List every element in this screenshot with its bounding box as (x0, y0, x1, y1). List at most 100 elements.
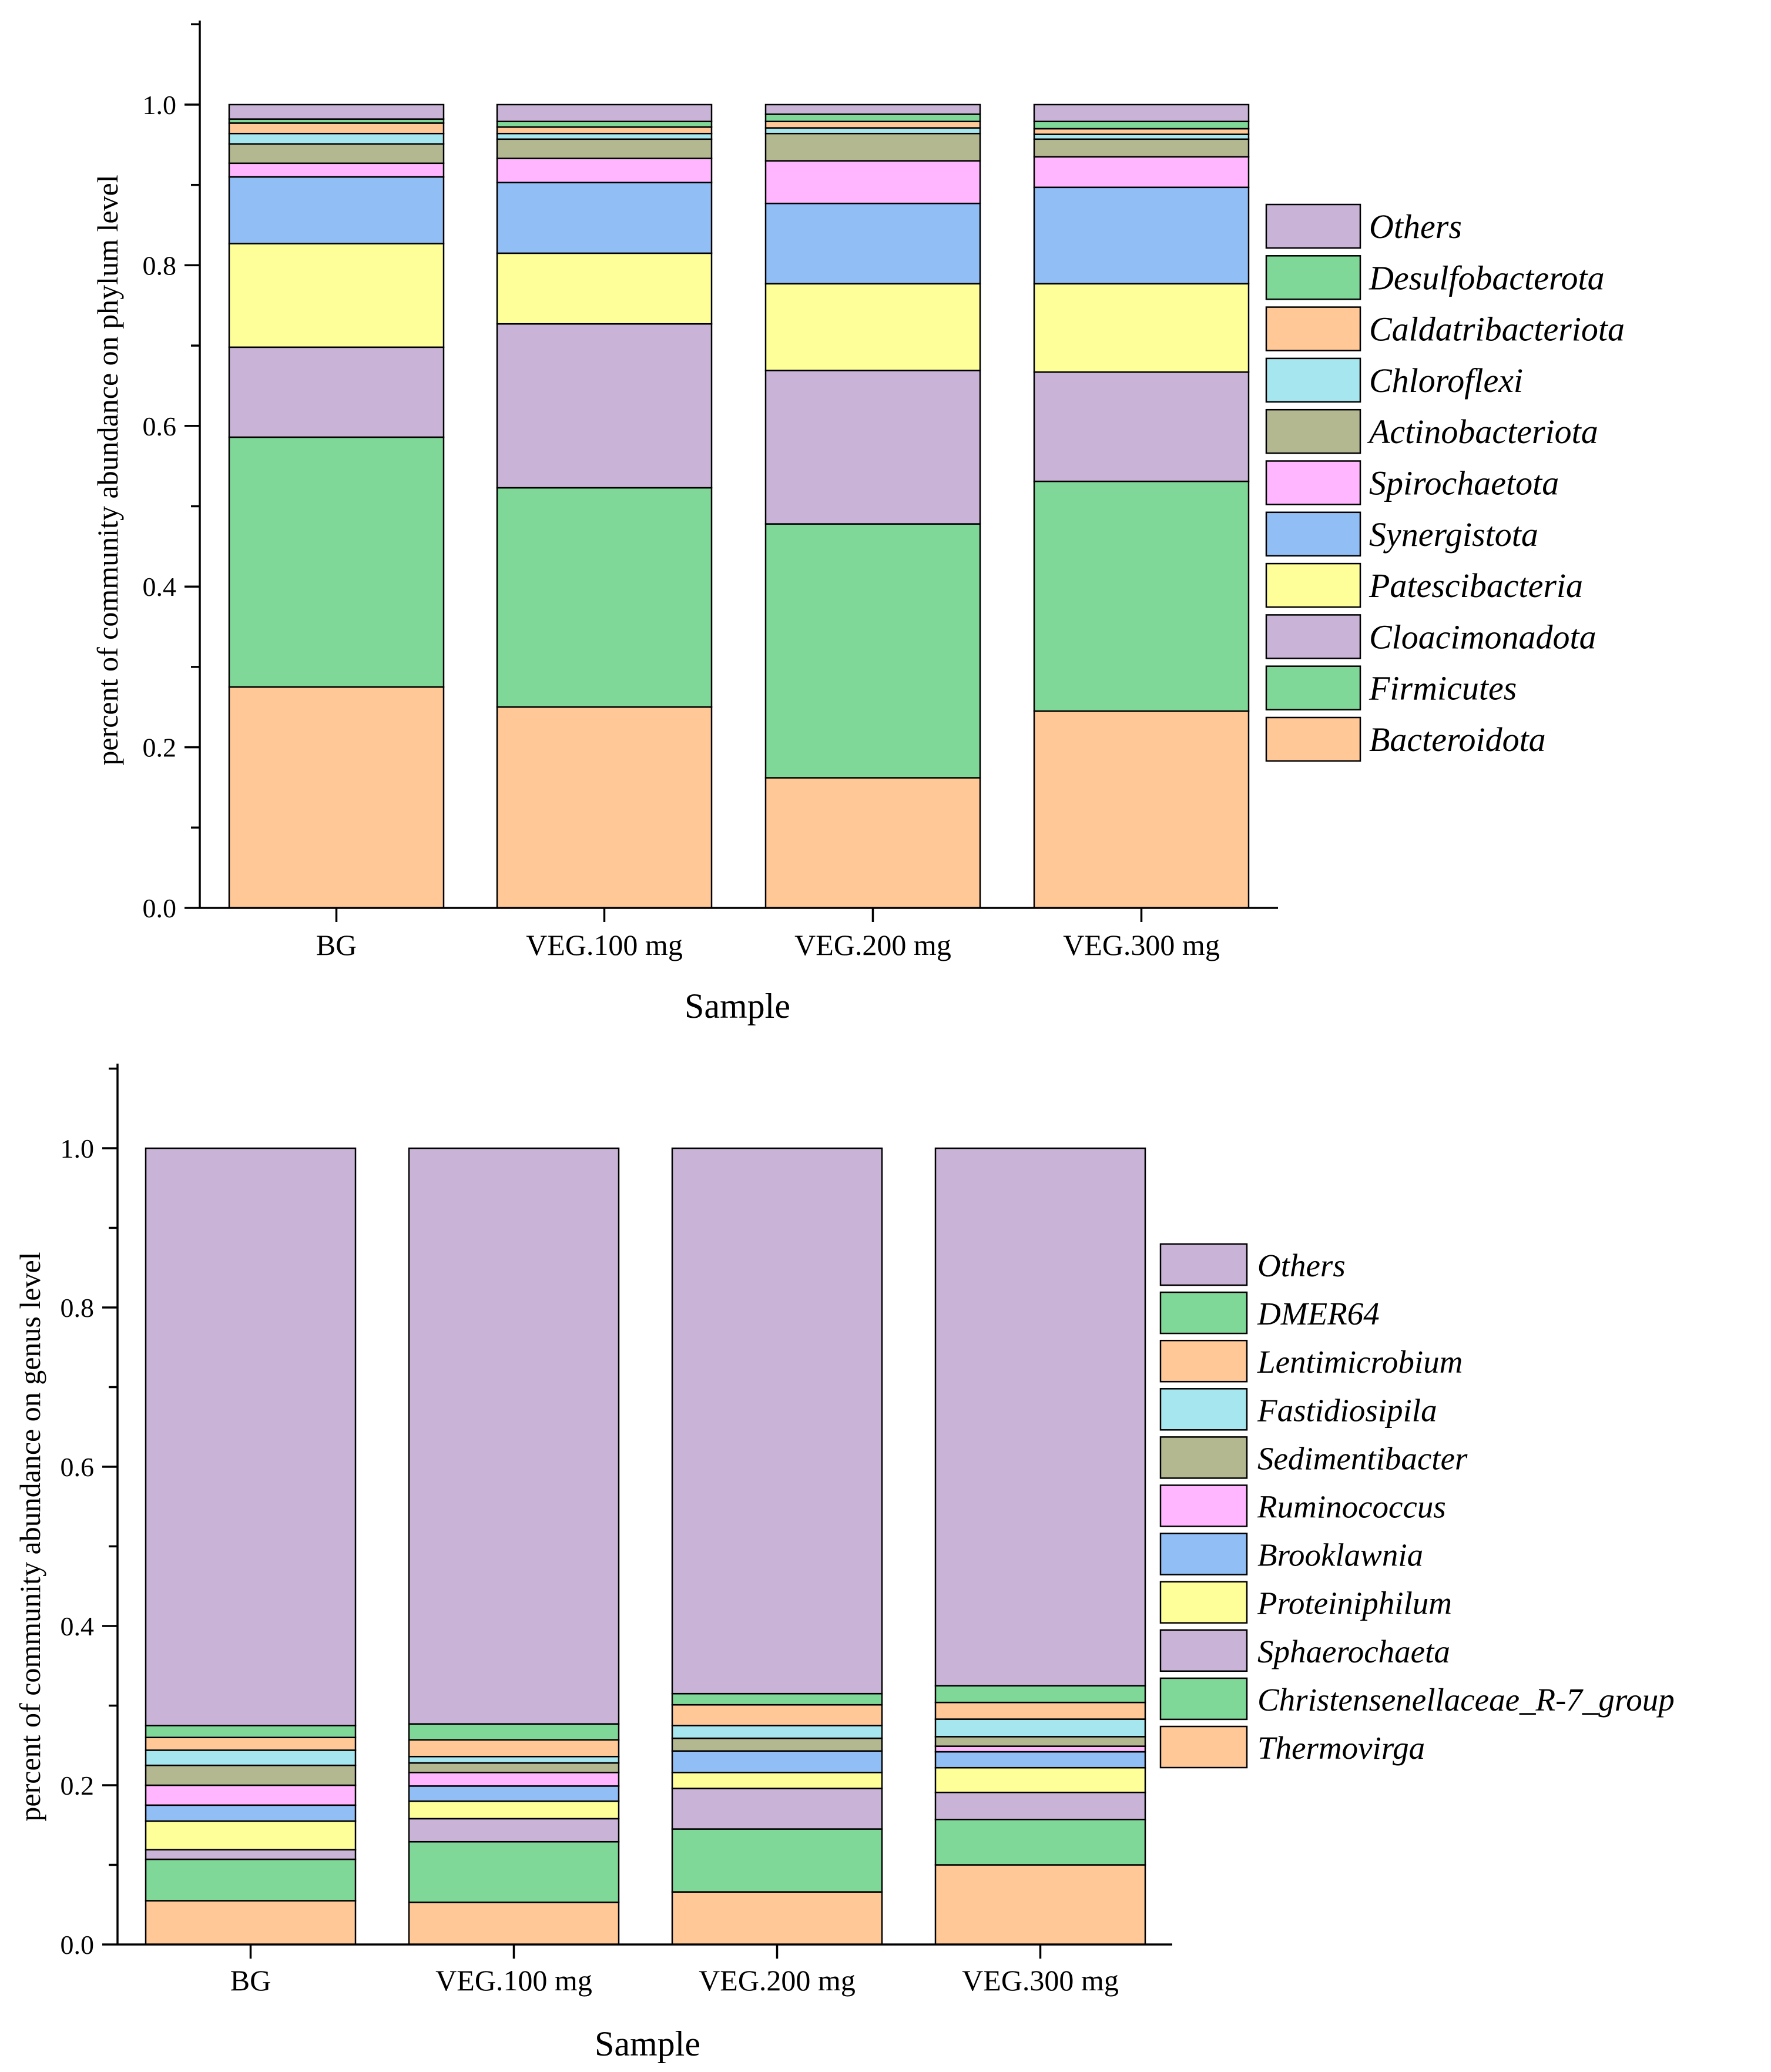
phylum-legend-swatch (1265, 408, 1361, 454)
phylum-legend-swatch (1265, 255, 1361, 300)
phylum-bar-veg-200-mg-actinobacteriota (764, 132, 981, 162)
phylum-x-tick-label-veg-100-mg: VEG.100 mg (526, 928, 683, 961)
genus-legend-swatch (1159, 1629, 1248, 1672)
phylum-x-tick-label-veg-300-mg: VEG.300 mg (1063, 928, 1220, 961)
genus-bar-bg-sphaerochaeta (145, 1849, 357, 1860)
phylum-legend-item-spirochaetota: Spirochaetota (1265, 460, 1559, 505)
genus-bar-veg-300-mg-brooklawnia (934, 1751, 1146, 1769)
phylum-legend-swatch (1265, 460, 1361, 505)
phylum-y-axis-title: percent of community abundance on phylum… (91, 175, 124, 765)
phylum-y-tick-label: 0.8 (143, 250, 177, 280)
genus-x-tick-label-veg-300-mg: VEG.300 mg (962, 1964, 1119, 1997)
genus-legend-label: Others (1257, 1248, 1346, 1283)
genus-axes (116, 1064, 1172, 1946)
phylum-legend-swatch (1265, 614, 1361, 659)
phylum-x-tick-label-bg: BG (316, 928, 357, 961)
genus-bar-veg-300-mg-others (934, 1147, 1146, 1687)
genus-bar-veg-300-mg-lentimicrobium (934, 1701, 1146, 1720)
phylum-bar-bg-caldatribacteriota (228, 122, 445, 135)
genus-legend-label: Ruminococcus (1257, 1489, 1446, 1525)
genus-legend-item-fastidiosipila: Fastidiosipila (1159, 1388, 1437, 1431)
genus-bar-veg-100-mg-sphaerochaeta (408, 1818, 620, 1843)
genus-legend-swatch (1159, 1388, 1248, 1431)
genus-bar-veg-300-mg-sphaerochaeta (934, 1791, 1146, 1820)
phylum-bar-veg-300-mg-actinobacteriota (1033, 138, 1250, 158)
genus-legend-label: Sphaerochaeta (1257, 1634, 1450, 1669)
genus-bar-bg-sedimentibacter (145, 1764, 357, 1786)
phylum-legend: Others Desulfobacterota Caldatribacteriota… (1265, 203, 1625, 762)
genus-legend-swatch (1159, 1677, 1248, 1721)
genus-legend-item-lentimicrobium: Lentimicrobium (1159, 1339, 1463, 1383)
genus-bar-bg-brooklawnia (145, 1804, 357, 1822)
phylum-bar-bg-chloroflexi (228, 132, 445, 145)
phylum-legend-item-patescibacteria: Patescibacteria (1265, 562, 1583, 608)
phylum-legend-swatch (1265, 203, 1361, 249)
phylum-legend-swatch (1265, 511, 1361, 557)
genus-legend-label: Lentimicrobium (1257, 1344, 1463, 1380)
genus-legend-swatch (1159, 1581, 1248, 1624)
genus-bar-veg-100-mg-christensenellaceae-r-7-group (408, 1840, 620, 1903)
genus-y-tick-label: 0.6 (61, 1452, 95, 1482)
genus-y-tick-label: 0.4 (61, 1611, 95, 1641)
genus-legend-label: Thermovirga (1257, 1730, 1425, 1766)
genus-y-tick-label: 0.0 (61, 1930, 95, 1960)
genus-bar-veg-200-mg-sphaerochaeta (671, 1788, 883, 1830)
genus-legend-swatch (1159, 1291, 1248, 1335)
phylum-x-tick-label-veg-200-mg: VEG.200 mg (794, 928, 951, 961)
phylum-legend-item-desulfobacterota: Desulfobacterota (1265, 255, 1605, 300)
genus-bar-veg-200-mg-thermovirga (671, 1891, 883, 1946)
genus-bar-veg-100-mg-sedimentibacter (408, 1762, 620, 1773)
phylum-legend-label: Others (1369, 207, 1462, 246)
genus-y-axis-title: percent of community abundance on genus … (14, 1252, 46, 1821)
genus-bar-veg-200-mg-others (671, 1147, 883, 1695)
genus-legend-label: Brooklawnia (1257, 1537, 1423, 1573)
genus-legend-item-christensenellaceae-r-7-group: Christensenellaceae_R-7_group (1159, 1677, 1675, 1721)
phylum-legend-label: Cloacimonadota (1369, 618, 1596, 656)
phylum-bar-veg-200-mg-bacteroidota (764, 777, 981, 909)
genus-legend-label: DMER64 (1257, 1296, 1380, 1332)
phylum-bar-veg-100-mg-spirochaetota (496, 157, 713, 183)
phylum-bars (228, 103, 1250, 909)
phylum-legend-item-chloroflexi: Chloroflexi (1265, 357, 1523, 403)
genus-legend-swatch (1159, 1436, 1248, 1479)
genus-chart: percent of community abundance on genus … (14, 1064, 1675, 2063)
phylum-legend-label: Synergistota (1369, 515, 1538, 554)
phylum-legend-swatch (1265, 357, 1361, 403)
phylum-bar-veg-200-mg-chloroflexi (764, 127, 981, 135)
phylum-bar-veg-300-mg-desulfobacterota (1033, 120, 1250, 130)
genus-bar-veg-200-mg-sedimentibacter (671, 1737, 883, 1752)
genus-bar-veg-100-mg-dmer64 (408, 1723, 620, 1741)
phylum-bar-veg-300-mg-cloacimonadota (1033, 371, 1250, 482)
genus-legend-item-thermovirga: Thermovirga (1159, 1725, 1425, 1769)
genus-x-axis-title: Sample (595, 2024, 700, 2063)
phylum-x-categories: BG VEG.100 mg VEG.200 mg VEG.300 mg (316, 908, 1220, 961)
genus-legend-item-sphaerochaeta: Sphaerochaeta (1159, 1629, 1450, 1672)
genus-legend-swatch (1159, 1339, 1248, 1383)
phylum-bar-bg-others (228, 103, 445, 120)
genus-x-categories: BG VEG.100 mg VEG.200 mg VEG.300 mg (230, 1944, 1119, 1997)
phylum-legend-label: Actinobacteriota (1367, 413, 1598, 451)
phylum-bar-veg-300-mg-firmicutes (1033, 480, 1250, 712)
phylum-y-tick-label: 0.2 (143, 733, 177, 763)
phylum-bar-bg-patescibacteria (228, 243, 445, 348)
genus-bar-veg-300-mg-ruminococcus (934, 1745, 1146, 1753)
genus-legend-label: Fastidiosipila (1257, 1392, 1437, 1428)
phylum-bar-veg-100-mg-firmicutes (496, 487, 713, 708)
phylum-y-tick-label: 1.0 (143, 90, 177, 120)
phylum-bar-veg-100-mg-bacteroidota (496, 706, 713, 909)
phylum-legend-item-others: Others (1265, 203, 1462, 249)
genus-legend-label: Christensenellaceae_R-7_group (1257, 1682, 1675, 1718)
phylum-y-tick-label: 0.6 (143, 411, 177, 441)
genus-legend-item-sedimentibacter: Sedimentibacter (1159, 1436, 1468, 1479)
genus-bar-veg-100-mg-lentimicrobium (408, 1739, 620, 1758)
phylum-bar-veg-200-mg-synergistota (764, 202, 981, 285)
phylum-legend-label: Patescibacteria (1368, 566, 1583, 605)
genus-bar-veg-100-mg-thermovirga (408, 1901, 620, 1946)
genus-bar-bg-thermovirga (145, 1900, 357, 1946)
genus-legend: Others DMER64 Lentimicrobium Fastidiosipila… (1159, 1243, 1675, 1769)
genus-legend-item-ruminococcus: Ruminococcus (1159, 1484, 1446, 1527)
phylum-legend-label: Firmicutes (1368, 669, 1517, 708)
phylum-legend-swatch (1265, 562, 1361, 608)
phylum-bar-veg-200-mg-cloacimonadota (764, 370, 981, 525)
